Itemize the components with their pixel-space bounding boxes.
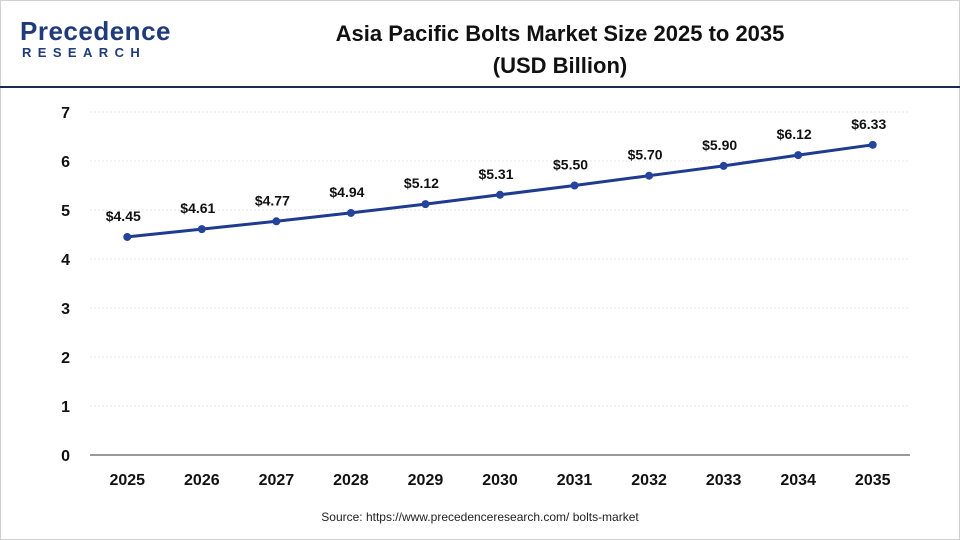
x-tick-label: 2029: [408, 472, 444, 489]
grid-lines: [90, 111, 910, 407]
data-point: [719, 161, 728, 170]
data-label: $4.61: [180, 200, 215, 216]
data-point: [496, 190, 504, 199]
data-label: $5.90: [702, 137, 737, 153]
logo-subtitle: RESEARCH: [22, 45, 147, 60]
x-tick-label: 2035: [855, 472, 891, 489]
chart-title-line2: (USD Billion): [492, 53, 628, 78]
data-point: [272, 217, 281, 226]
x-tick-label: 2027: [259, 472, 295, 489]
logo-word: Precedence: [20, 16, 171, 46]
data-point: [123, 232, 132, 241]
source-note: Source: https://www.precedenceresearch.c…: [321, 510, 639, 524]
data-point: [868, 140, 877, 149]
y-axis: 0 1 2 3 4 5 6 7: [61, 105, 70, 465]
data-label: $5.50: [553, 157, 588, 173]
chart-title-line1: Asia Pacific Bolts Market Size 2025 to 2…: [335, 21, 785, 46]
y-tick-label: 7: [61, 105, 70, 122]
x-tick-label: 2028: [333, 472, 369, 489]
data-label: $4.45: [106, 208, 141, 224]
x-axis: 2025 2026 2027 2028 2029 2030 2031 2032 2033 2034…: [90, 454, 910, 489]
y-tick-label: 5: [61, 203, 70, 220]
y-tick-label: 1: [61, 399, 70, 416]
x-tick-label: 2026: [184, 472, 220, 489]
data-point: [645, 171, 654, 180]
data-label: $4.94: [329, 184, 364, 200]
x-tick-label: 2033: [706, 472, 742, 489]
data-point: [421, 200, 430, 209]
x-tick-label: 2034: [780, 472, 816, 489]
data-label: $5.12: [404, 175, 439, 191]
chart-title: Asia Pacific Bolts Market Size 2025 to 2…: [200, 18, 920, 82]
data-label: $6.33: [851, 116, 886, 132]
y-tick-label: 0: [61, 448, 70, 465]
y-tick-label: 4: [61, 252, 70, 269]
data-point: [794, 151, 803, 160]
header: Precedence RESEARCH Asia Pacific Bolts M…: [0, 0, 960, 88]
brand-logo: Precedence RESEARCH: [20, 16, 170, 66]
y-tick-label: 3: [61, 301, 70, 318]
x-tick-label: 2032: [631, 472, 667, 489]
data-label: $5.70: [628, 147, 663, 163]
data-point: [570, 181, 579, 190]
y-tick-label: 6: [61, 154, 70, 171]
line-chart: 0 1 2 3 4 5 6 7 2025 2026 2027 2028 2029 2030 2031 203…: [61, 105, 910, 489]
x-tick-label: 2030: [482, 472, 518, 489]
data-labels: $4.45 $4.61 $4.77 $4.94 $5.12 $5.31 $5.50 $5.70…: [106, 116, 887, 224]
data-markers: [123, 140, 877, 241]
data-label: $5.31: [478, 166, 513, 182]
data-label: $6.12: [777, 126, 812, 142]
data-point: [197, 225, 206, 234]
y-tick-label: 2: [61, 350, 70, 367]
data-label: $4.77: [255, 192, 290, 208]
x-tick-label: 2025: [109, 472, 145, 489]
data-point: [346, 208, 355, 217]
x-tick-label: 2031: [557, 472, 593, 489]
